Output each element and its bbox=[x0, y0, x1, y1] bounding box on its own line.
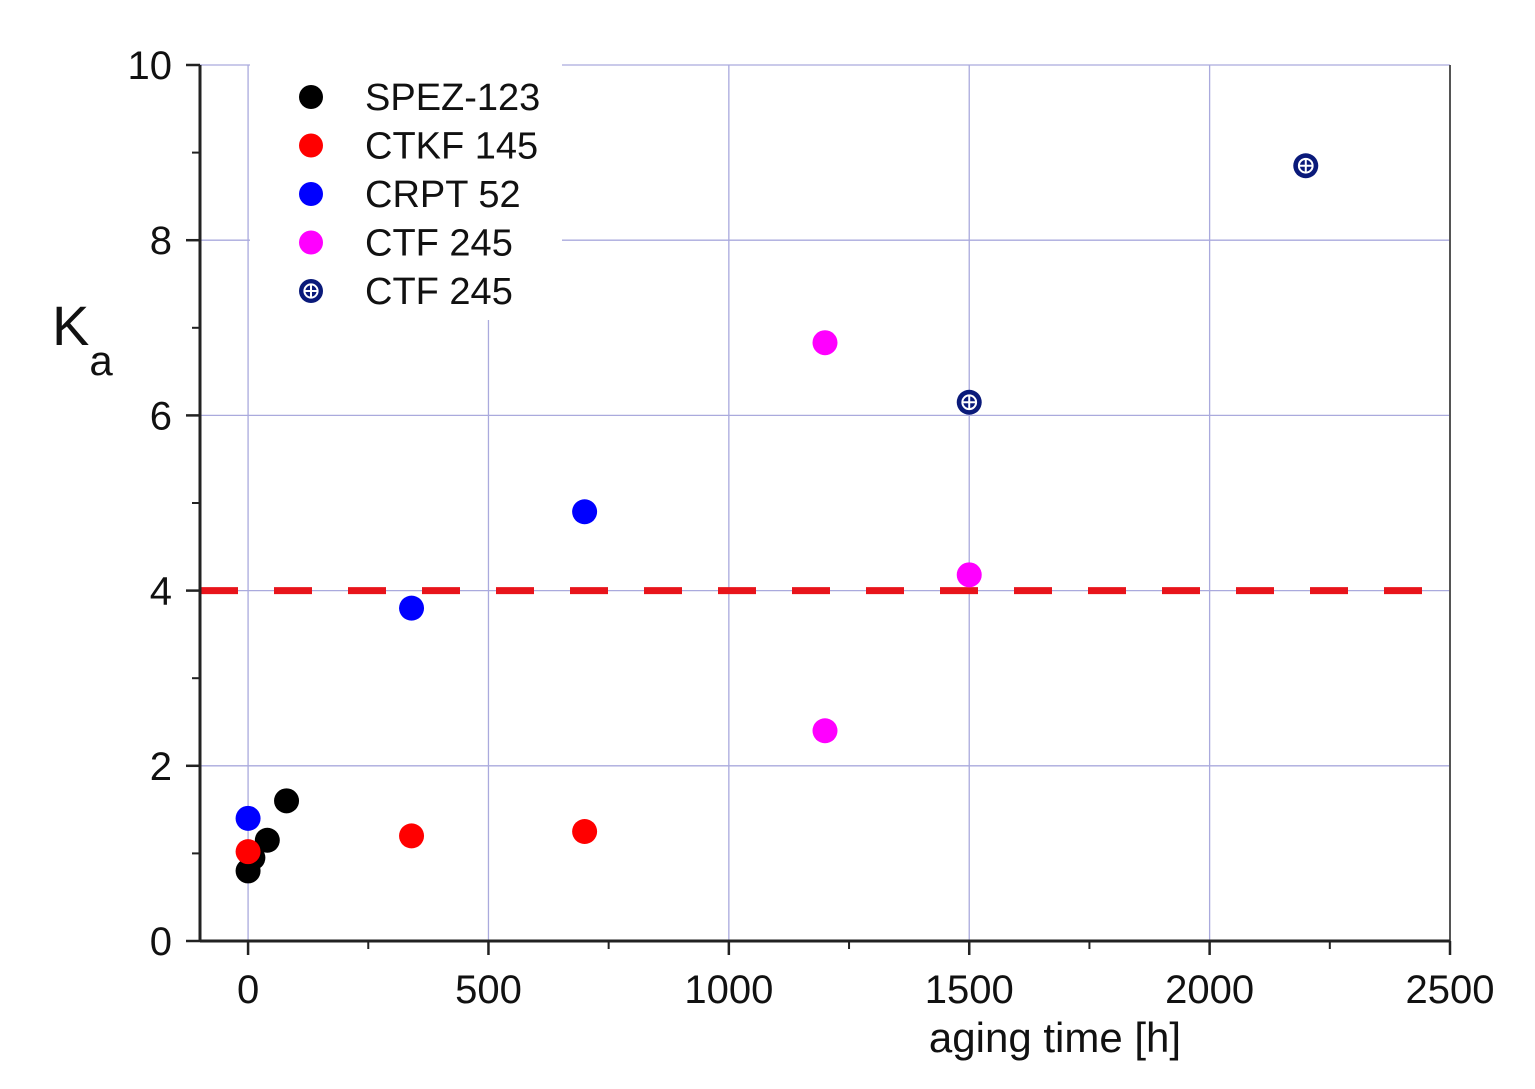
data-point bbox=[812, 330, 838, 356]
marker-disc bbox=[299, 133, 323, 158]
marker-disc bbox=[572, 499, 598, 525]
marker-disc bbox=[572, 819, 598, 844]
x-tick-label: 1000 bbox=[684, 968, 773, 1012]
y-tick-label: 10 bbox=[128, 44, 173, 88]
legend: SPEZ-123 CTKF 145 CRPT 52 CTF 245 CTF 245 bbox=[250, 62, 562, 320]
data-point bbox=[254, 827, 280, 853]
marker-disc bbox=[299, 230, 323, 255]
axis-ticks bbox=[186, 63, 1452, 955]
legend-label: CRPT 52 bbox=[365, 174, 521, 216]
marker-disc bbox=[235, 805, 261, 831]
legend-marker bbox=[299, 182, 323, 206]
marker-disc bbox=[235, 839, 261, 865]
legend-label: CTF 245 bbox=[365, 223, 513, 265]
data-point bbox=[274, 788, 300, 814]
x-tick-label: 0 bbox=[237, 968, 259, 1012]
y-tick-label: 8 bbox=[150, 219, 172, 263]
x-tick-label: 2500 bbox=[1406, 968, 1495, 1012]
data-point bbox=[399, 595, 425, 621]
y-tick-label: 6 bbox=[150, 394, 172, 438]
legend-label: CTKF 145 bbox=[365, 126, 538, 168]
marker-disc bbox=[956, 562, 982, 588]
marker-disc bbox=[299, 182, 323, 206]
data-point bbox=[572, 819, 598, 844]
marker-disc bbox=[274, 788, 300, 814]
data-point bbox=[235, 839, 261, 865]
y-axis-title-main: K bbox=[52, 294, 89, 357]
data-point bbox=[812, 718, 838, 744]
x-tick-label: 500 bbox=[455, 968, 522, 1012]
marker-disc bbox=[399, 595, 425, 621]
data-point bbox=[1293, 153, 1319, 179]
marker-disc bbox=[812, 718, 838, 744]
y-tick-label: 0 bbox=[150, 920, 172, 964]
data-point bbox=[572, 499, 598, 525]
legend-marker bbox=[299, 279, 323, 303]
x-tick-label: 2000 bbox=[1165, 968, 1254, 1012]
axis-tick-labels: 0 500 1000 1500 2000 2500 0 2 4 6 8 10 bbox=[128, 44, 1495, 1012]
marker-disc bbox=[299, 85, 323, 109]
data-point bbox=[235, 805, 261, 831]
y-axis-title: Ka bbox=[52, 294, 113, 384]
marker-disc bbox=[399, 823, 425, 849]
data-point bbox=[956, 562, 982, 588]
legend-marker bbox=[299, 230, 323, 255]
marker-disc bbox=[812, 330, 838, 356]
data-points bbox=[235, 153, 1319, 884]
x-axis-title: aging time [h] bbox=[929, 1014, 1181, 1061]
legend-label: SPEZ-123 bbox=[365, 77, 540, 119]
legend-marker bbox=[299, 85, 323, 109]
y-axis-title-subscript: a bbox=[89, 337, 113, 384]
y-tick-label: 4 bbox=[150, 570, 172, 614]
legend-label: CTF 245 bbox=[365, 271, 513, 313]
marker-disc bbox=[254, 827, 280, 853]
y-tick-label: 2 bbox=[150, 745, 172, 789]
data-point bbox=[399, 823, 425, 849]
x-tick-label: 1500 bbox=[925, 968, 1014, 1012]
data-point bbox=[956, 389, 982, 415]
legend-marker bbox=[299, 133, 323, 158]
